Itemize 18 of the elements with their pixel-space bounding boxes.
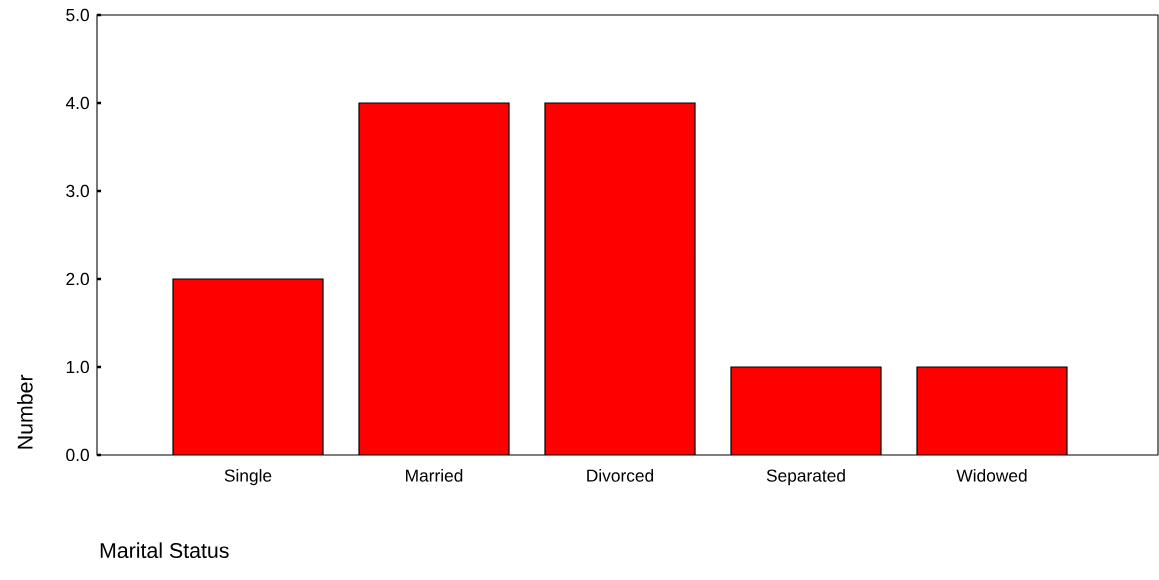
x-tick-label: Single bbox=[224, 469, 272, 486]
y-tick-label: 0.0 bbox=[66, 448, 89, 462]
bar bbox=[916, 366, 1068, 455]
bar bbox=[545, 102, 695, 455]
x-tick-label: Widowed bbox=[956, 469, 1027, 482]
x-tick-label: Divorced bbox=[587, 469, 654, 482]
y-tick-label: 2.0 bbox=[66, 272, 89, 286]
x-tick-label: Married bbox=[406, 469, 463, 482]
bar bbox=[359, 102, 509, 455]
bar bbox=[731, 366, 881, 455]
x-axis-title: Marital Status bbox=[100, 542, 229, 559]
y-tick-label: 4.0 bbox=[65, 96, 89, 110]
y-axis-title: Number bbox=[17, 374, 33, 449]
y-tick-label: 3.0 bbox=[66, 184, 89, 198]
y-tick-label: 5.0 bbox=[66, 8, 89, 22]
bar bbox=[173, 278, 323, 455]
y-tick-label: 1.0 bbox=[66, 360, 89, 374]
x-tick-label: Separated bbox=[766, 469, 845, 486]
